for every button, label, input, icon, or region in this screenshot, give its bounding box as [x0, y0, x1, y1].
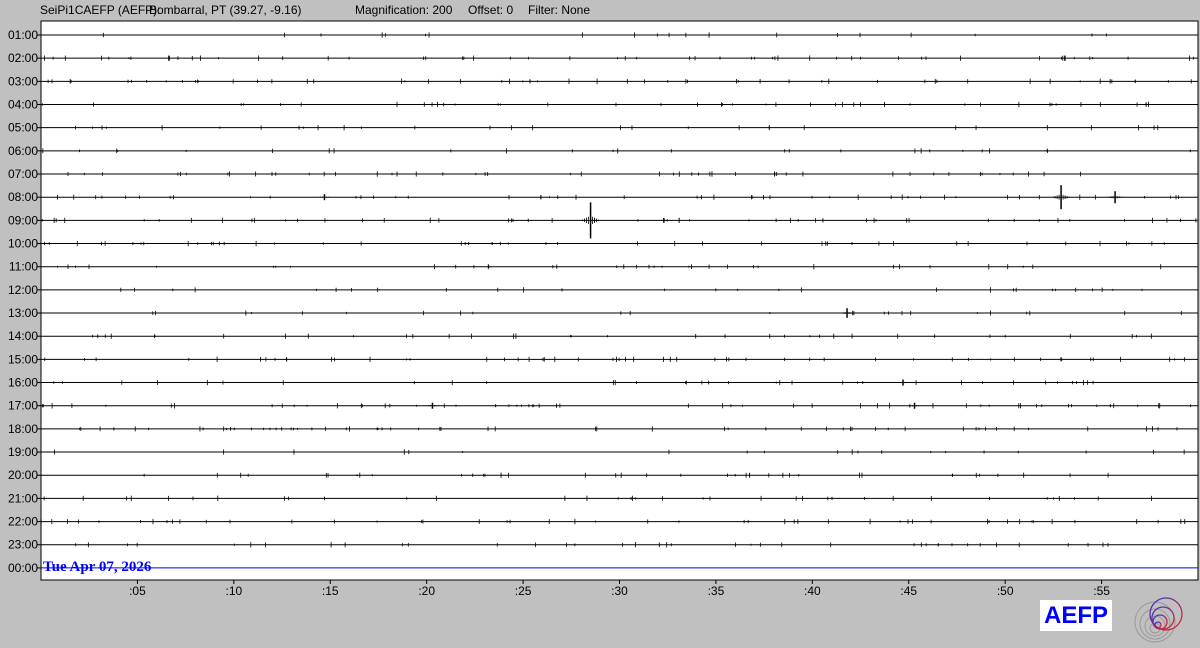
date-label: Tue Apr 07, 2026 [43, 559, 152, 575]
row-label: 12:00 [8, 283, 38, 297]
row-label: 07:00 [8, 167, 38, 181]
x-tick-label: :20 [418, 584, 435, 598]
x-tick-label: :55 [1093, 584, 1110, 598]
x-tick-label: :30 [611, 584, 628, 598]
row-label: 18:00 [8, 422, 38, 436]
row-label: 20:00 [8, 468, 38, 482]
row-label: 16:00 [8, 376, 38, 390]
aefp-logo: AEFP [1040, 600, 1112, 631]
row-label: 04:00 [8, 98, 38, 112]
row-label: 06:00 [8, 144, 38, 158]
row-label: 09:00 [8, 213, 38, 227]
row-label: 10:00 [8, 237, 38, 251]
header-station: SeiPi1CAEFP (AEFP): [40, 3, 161, 17]
x-tick-label: :25 [515, 584, 532, 598]
x-tick-label: :15 [322, 584, 339, 598]
row-label: 22:00 [8, 515, 38, 529]
x-tick-label: :50 [997, 584, 1014, 598]
row-label: 03:00 [8, 74, 38, 88]
row-label: 17:00 [8, 399, 38, 413]
seismic-waves-logo-icon [1134, 597, 1183, 643]
x-tick-label: :10 [225, 584, 242, 598]
x-tick-label: :05 [129, 584, 146, 598]
row-label: 05:00 [8, 121, 38, 135]
x-tick-label: :35 [708, 584, 725, 598]
x-tick-label: :40 [804, 584, 821, 598]
header-location: Bombarral, PT (39.27, -9.16) [149, 3, 302, 17]
row-label: 23:00 [8, 538, 38, 552]
helicorder-plot: 01:00 02:00 03:00 04:00 05:00 06:00 07:00 08:00… [8, 20, 1199, 598]
header-offset: Offset: 0 [468, 3, 514, 17]
row-label: 15:00 [8, 352, 38, 366]
row-label: 11:00 [9, 260, 38, 274]
row-label: 02:00 [8, 51, 38, 65]
row-label: 21:00 [8, 491, 38, 505]
x-tick-label: :45 [900, 584, 917, 598]
header-filter: Filter: None [528, 3, 591, 17]
row-label: 13:00 [8, 306, 38, 320]
row-label: 14:00 [8, 329, 38, 343]
row-label: 01:00 [8, 28, 38, 42]
row-label: 19:00 [8, 445, 38, 459]
header-magnification: Magnification: 200 [355, 3, 453, 17]
row-label: 08:00 [8, 190, 38, 204]
row-label: 00:00 [8, 561, 38, 575]
